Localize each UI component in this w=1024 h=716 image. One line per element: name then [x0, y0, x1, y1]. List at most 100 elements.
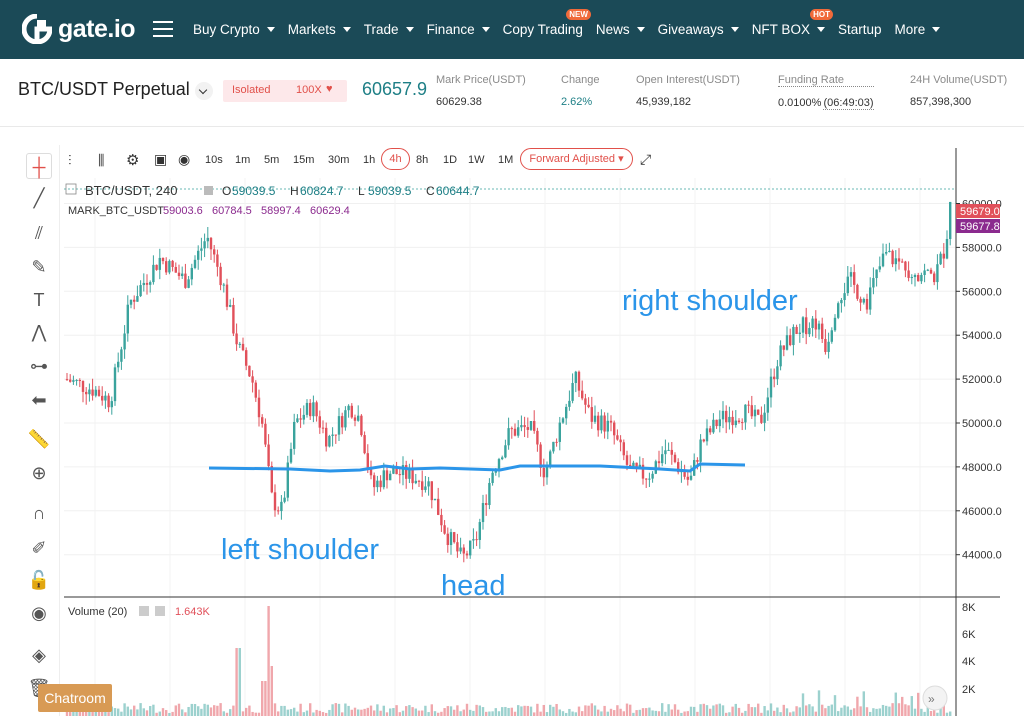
nav-item-finance[interactable]: Finance: [427, 22, 490, 37]
candle-body: [696, 460, 699, 462]
nav-item-nft-box[interactable]: NFT BOX HOT: [752, 9, 833, 37]
timeframe-4h[interactable]: 4h: [381, 148, 410, 170]
candle-body: [750, 405, 753, 417]
nav-item-startup[interactable]: Startup: [838, 22, 882, 37]
fib-tool-icon[interactable]: ⫽: [34, 223, 44, 243]
candle-body: [689, 475, 693, 480]
pair-dropdown-chevron-icon[interactable]: [195, 82, 213, 100]
candle-body: [443, 525, 446, 534]
timeframe-10s[interactable]: 10s: [205, 154, 223, 166]
eye-toggle-icon[interactable]: ◉: [178, 151, 191, 167]
candle-body: [203, 241, 206, 249]
timeframe-8h[interactable]: 8h: [416, 154, 429, 166]
volume-bar: [686, 711, 689, 716]
nav-item-more[interactable]: More: [894, 22, 941, 37]
volume-bar: [238, 648, 241, 716]
crosshair-tool-icon[interactable]: ┼: [26, 153, 52, 179]
scroll-to-realtime-button[interactable]: [922, 685, 948, 711]
pattern-tool-icon[interactable]: ⋀: [31, 322, 47, 342]
volume-bar: [430, 704, 433, 716]
candle-body: [280, 501, 283, 512]
volume-bar: [920, 708, 923, 716]
candle-body: [865, 298, 869, 310]
trend-line-tool-icon[interactable]: ╱: [33, 188, 45, 208]
candle-body: [302, 414, 305, 420]
nav-item-trade[interactable]: Trade: [364, 22, 414, 37]
candle-body: [773, 376, 776, 380]
volume-bar: [232, 705, 235, 716]
volume-close-icon[interactable]: [155, 606, 165, 616]
annotation-left-shoulder[interactable]: left shoulder: [221, 534, 379, 566]
chatroom-button[interactable]: Chatroom: [38, 684, 112, 712]
candle-type-icon[interactable]: ⫶: [68, 152, 72, 168]
magnet-icon[interactable]: ∩: [32, 503, 46, 523]
eye-icon[interactable]: ◉: [31, 603, 47, 623]
neckline-drawing[interactable]: [208, 462, 746, 473]
unlock-icon[interactable]: 🔓: [27, 570, 51, 590]
nav-item-giveaways[interactable]: Giveaways: [658, 22, 739, 37]
candle-body: [801, 317, 805, 333]
candle-body: [846, 276, 849, 294]
nav-item-copy-trading[interactable]: Copy Trading NEW: [503, 9, 591, 37]
candle-body: [757, 409, 760, 415]
leverage-selector[interactable]: Isolated 100X ♥: [223, 80, 347, 102]
candle-body: [321, 427, 325, 429]
volume-settings-icon[interactable]: [139, 606, 149, 616]
timeframe-30m[interactable]: 30m: [328, 154, 350, 166]
volume-bar: [600, 711, 603, 716]
candle-body: [376, 480, 379, 488]
candle-body: [702, 439, 705, 442]
candle-body: [273, 492, 277, 511]
zoom-in-icon[interactable]: ⊕: [31, 463, 47, 483]
volume-bar: [117, 708, 120, 716]
prediction-tool-icon[interactable]: ⊶: [30, 356, 48, 376]
candle-body: [888, 250, 891, 253]
timeframe-1W[interactable]: 1W: [468, 154, 485, 166]
candle-body: [805, 317, 808, 335]
candle-body: [558, 422, 561, 442]
stat-mark-price-usdt-: Mark Price(USDT) 60629.38: [436, 74, 526, 108]
volume-bar: [859, 706, 862, 716]
fullscreen-icon[interactable]: ⤢: [640, 151, 652, 167]
timeframe-1D[interactable]: 1D: [443, 154, 458, 166]
candle-body: [91, 389, 94, 396]
timeframe-5m[interactable]: 5m: [264, 154, 280, 166]
lock-drawing-icon[interactable]: ✐: [31, 538, 47, 558]
text-tool-icon[interactable]: T: [33, 290, 45, 310]
indicators-icon[interactable]: ⫼: [98, 152, 105, 168]
price-tick-label: 44000.0: [962, 550, 1002, 562]
candle-body: [693, 460, 696, 476]
candle-body: [667, 449, 670, 451]
nav-item-markets[interactable]: Markets: [288, 22, 351, 37]
back-arrow-icon[interactable]: ⬅: [31, 390, 47, 410]
nav-item-buy-crypto[interactable]: Buy Crypto: [193, 22, 275, 37]
timeframe-15m[interactable]: 15m: [293, 154, 315, 166]
candle-body: [661, 454, 664, 464]
legend-collapse-icon[interactable]: [65, 183, 77, 195]
candle-body: [629, 464, 632, 467]
brush-tool-icon[interactable]: ✎: [31, 257, 47, 277]
layers-icon[interactable]: ◈: [32, 645, 46, 665]
annotation-right-shoulder[interactable]: right shoulder: [622, 285, 798, 317]
timeframe-1m[interactable]: 1m: [235, 154, 251, 166]
candle-body: [353, 417, 357, 421]
gateio-logo[interactable]: gate.io: [22, 14, 136, 44]
pair-title[interactable]: BTC/USDT Perpetual: [18, 79, 190, 99]
stat-label: Funding Rate: [778, 74, 874, 87]
hamburger-menu-icon[interactable]: [153, 21, 173, 37]
timeframe-1h[interactable]: 1h: [363, 154, 376, 166]
candle-body: [235, 333, 238, 345]
nav-item-news[interactable]: News: [596, 22, 645, 37]
timeframe-1M[interactable]: 1M: [498, 154, 514, 166]
stat-24h-volume-usdt-: 24H Volume(USDT) 857,398,300: [910, 74, 1007, 108]
volume-bar: [497, 711, 501, 716]
settings-gear-icon[interactable]: ⚙: [126, 152, 140, 169]
volume-bar: [683, 711, 686, 716]
forward-adjusted-dropdown[interactable]: Forward Adjusted ▾: [520, 148, 633, 170]
volume-bar: [197, 706, 200, 716]
screenshot-icon[interactable]: ▣: [154, 151, 168, 167]
volume-bar: [267, 606, 270, 716]
legend-settings-icon[interactable]: [204, 186, 213, 195]
annotation-head[interactable]: head: [441, 570, 506, 602]
ruler-tool-icon[interactable]: 📏: [27, 429, 51, 449]
